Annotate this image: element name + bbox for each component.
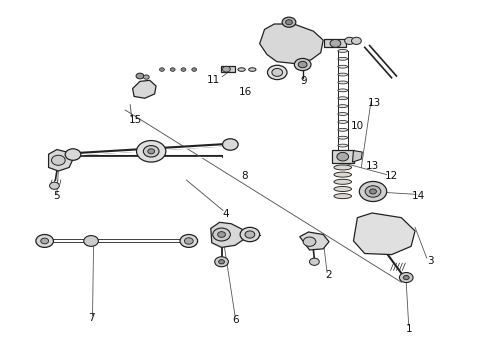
Bar	[220, 66, 235, 72]
Ellipse shape	[338, 57, 347, 60]
Text: 13: 13	[366, 161, 379, 171]
Circle shape	[337, 152, 348, 161]
Circle shape	[213, 228, 230, 241]
Text: 13: 13	[368, 98, 381, 108]
Ellipse shape	[338, 152, 347, 155]
Ellipse shape	[338, 65, 347, 68]
Circle shape	[181, 68, 186, 71]
Circle shape	[294, 58, 311, 71]
Circle shape	[144, 145, 159, 157]
Text: 12: 12	[385, 171, 398, 181]
Text: 2: 2	[325, 270, 331, 280]
Polygon shape	[49, 149, 73, 171]
Ellipse shape	[338, 97, 347, 100]
Circle shape	[344, 37, 354, 44]
Circle shape	[215, 257, 228, 267]
Circle shape	[282, 17, 296, 27]
Ellipse shape	[334, 179, 351, 184]
Circle shape	[136, 73, 144, 79]
Circle shape	[399, 273, 413, 283]
Circle shape	[51, 155, 65, 165]
Circle shape	[222, 139, 238, 150]
Circle shape	[36, 234, 53, 247]
Circle shape	[245, 231, 255, 238]
Text: 10: 10	[351, 121, 364, 131]
Circle shape	[298, 61, 307, 68]
Circle shape	[330, 40, 341, 47]
Ellipse shape	[338, 81, 347, 84]
Text: 1: 1	[405, 324, 412, 334]
Text: 6: 6	[232, 315, 239, 325]
Ellipse shape	[334, 165, 351, 170]
Circle shape	[369, 189, 376, 194]
Circle shape	[272, 68, 283, 76]
Polygon shape	[260, 24, 323, 63]
Circle shape	[303, 237, 316, 246]
Ellipse shape	[238, 68, 245, 71]
Circle shape	[144, 75, 149, 79]
Circle shape	[286, 20, 293, 25]
Polygon shape	[300, 232, 329, 250]
Circle shape	[159, 68, 164, 71]
Ellipse shape	[338, 73, 347, 76]
Ellipse shape	[338, 121, 347, 123]
Ellipse shape	[227, 68, 235, 71]
Ellipse shape	[338, 144, 347, 147]
Text: 8: 8	[242, 171, 248, 181]
Text: 11: 11	[207, 75, 220, 85]
Circle shape	[219, 260, 224, 264]
Polygon shape	[353, 213, 415, 255]
Text: 5: 5	[53, 191, 60, 201]
Circle shape	[41, 238, 49, 244]
Bar	[324, 40, 346, 47]
Ellipse shape	[334, 194, 351, 199]
Text: 16: 16	[238, 87, 252, 97]
Ellipse shape	[338, 49, 347, 52]
Circle shape	[403, 275, 409, 280]
Text: 4: 4	[222, 209, 229, 219]
Ellipse shape	[338, 129, 347, 131]
Circle shape	[65, 149, 81, 160]
Circle shape	[222, 66, 230, 72]
Bar	[332, 150, 354, 163]
Ellipse shape	[248, 68, 256, 71]
Ellipse shape	[334, 172, 351, 177]
Circle shape	[218, 231, 225, 237]
Circle shape	[180, 234, 197, 247]
Circle shape	[310, 258, 319, 265]
Circle shape	[84, 235, 98, 246]
Circle shape	[170, 68, 175, 71]
Ellipse shape	[338, 113, 347, 116]
Text: 14: 14	[412, 191, 425, 201]
Polygon shape	[133, 80, 156, 98]
Circle shape	[49, 182, 59, 189]
Text: 7: 7	[88, 313, 95, 323]
Polygon shape	[352, 150, 362, 162]
Ellipse shape	[338, 89, 347, 92]
Circle shape	[359, 181, 387, 202]
Ellipse shape	[334, 186, 351, 192]
Text: 15: 15	[128, 115, 142, 125]
Circle shape	[148, 149, 155, 154]
Circle shape	[268, 65, 287, 80]
Text: 3: 3	[427, 256, 434, 266]
Circle shape	[137, 140, 166, 162]
Circle shape	[351, 37, 361, 44]
Polygon shape	[211, 222, 244, 247]
Circle shape	[240, 227, 260, 242]
Text: 9: 9	[300, 76, 307, 86]
Circle shape	[192, 68, 196, 71]
Circle shape	[365, 186, 381, 197]
Ellipse shape	[338, 136, 347, 139]
Circle shape	[184, 238, 193, 244]
Ellipse shape	[338, 105, 347, 108]
